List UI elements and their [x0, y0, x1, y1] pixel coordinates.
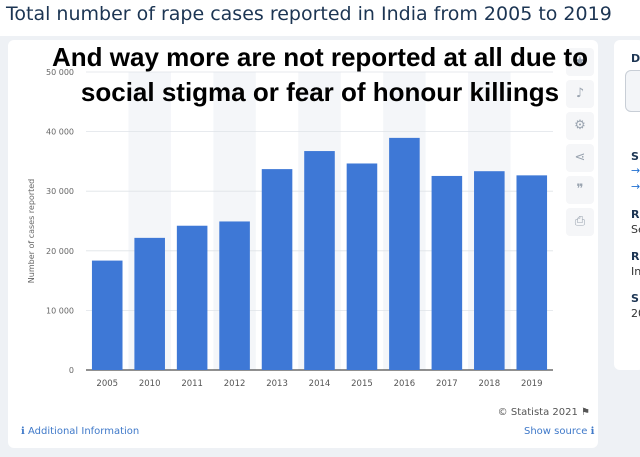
bar[interactable] [304, 151, 335, 370]
x-tick-label: 2019 [521, 379, 543, 389]
gear-icon[interactable]: ⚙ [566, 112, 594, 140]
bar[interactable] [261, 169, 293, 370]
caption-line: social stigma or fear of honour killings [80, 77, 560, 107]
y-axis-label: Number of cases reported [27, 179, 36, 283]
additional-information-label: Additional Information [28, 426, 140, 437]
quote-icon[interactable]: ❞ [566, 176, 594, 204]
y-tick-label: 10 000 [46, 306, 74, 315]
side-panel-value: 20 [631, 307, 640, 320]
y-tick-label: 50 000 [46, 68, 74, 77]
page-title: Total number of rape cases reported in I… [6, 3, 612, 25]
side-panel-value: Se [631, 223, 640, 236]
y-tick-label: 20 000 [46, 247, 74, 256]
x-tick-label: 2013 [266, 379, 288, 389]
bars [91, 137, 548, 370]
caption-overlay: And way more are not reported at all due… [0, 40, 640, 110]
credit-text: © Statista 2021 [497, 407, 578, 418]
bar[interactable] [176, 225, 208, 370]
star-icon[interactable]: ★ [566, 48, 594, 76]
x-tick-label: 2010 [139, 379, 161, 389]
bar[interactable] [91, 260, 123, 370]
y-tick-label: 0 [69, 366, 74, 375]
x-tick-label: 2018 [478, 379, 500, 389]
x-tick-label: 2017 [436, 379, 458, 389]
additional-information-link[interactable]: ℹ Additional Information [21, 426, 139, 437]
caption-line: And way more are not reported at all due… [52, 42, 588, 72]
side-panel-label: S [631, 150, 639, 163]
bar[interactable] [219, 221, 250, 370]
bar[interactable] [474, 171, 505, 370]
show-source-link[interactable]: Show source ℹ [524, 426, 594, 437]
y-tick-label: 40 000 [46, 128, 74, 137]
x-tick-label: 2015 [351, 379, 373, 389]
info-icon: ℹ [590, 426, 595, 437]
chart-card: 0 10 000 20 000 30 000 40 000 50 000 2005 2010… [8, 40, 598, 448]
share-icon[interactable]: ⋖ [566, 144, 594, 172]
y-tick-labels: 0 10 000 20 000 30 000 40 000 50 000 [46, 68, 74, 375]
y-tick-label: 30 000 [46, 187, 74, 196]
x-tick-label: 2014 [309, 379, 331, 389]
x-tick-labels: 2005 2010 2011 2012 2013 2014 2015 2016 2017 2018… [96, 379, 542, 389]
info-icon: ℹ [21, 426, 25, 437]
bar[interactable] [389, 137, 420, 370]
print-icon[interactable]: ⎙ [566, 208, 594, 236]
bell-icon[interactable]: ♪ [566, 80, 594, 108]
side-panel-value: In [631, 265, 640, 278]
x-tick-label: 2016 [394, 379, 416, 389]
side-panel-label: R [631, 250, 640, 263]
bar-chart: 0 10 000 20 000 30 000 40 000 50 000 2005 2010… [27, 68, 553, 389]
side-panel-label: S [631, 292, 639, 305]
x-tick-label: 2005 [96, 379, 118, 389]
bar[interactable] [134, 237, 165, 370]
x-tick-label: 2011 [181, 379, 203, 389]
bar[interactable] [431, 175, 463, 370]
side-panel-button[interactable] [625, 70, 640, 112]
arrow-right-icon[interactable]: → [631, 164, 640, 177]
side-panel-heading: D [631, 52, 640, 65]
bar[interactable] [346, 163, 378, 370]
show-source-label: Show source [524, 426, 588, 437]
side-panel-label: R [631, 208, 640, 221]
flag-icon: ⚑ [581, 407, 590, 418]
arrow-right-icon[interactable]: → [631, 180, 640, 193]
x-tick-label: 2012 [224, 379, 246, 389]
bar[interactable] [516, 175, 548, 370]
statista-credit[interactable]: © Statista 2021 ⚑ [498, 407, 590, 418]
